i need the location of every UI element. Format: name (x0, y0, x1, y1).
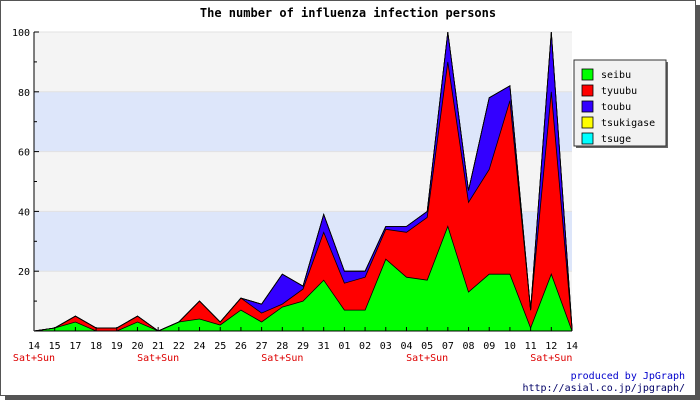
x-sublabel: Sat+Sun (137, 353, 179, 364)
x-tick-label: 21 (152, 341, 164, 352)
x-tick-label: 02 (359, 341, 371, 352)
x-tick-label: 07 (442, 341, 454, 352)
legend-swatch (581, 132, 594, 145)
area-seibu (34, 226, 572, 331)
x-tick-label: 01 (338, 341, 350, 352)
y-tick-label: 80 (18, 88, 30, 99)
x-tick-label: 14 (566, 341, 578, 352)
y-tick-label: 20 (18, 267, 30, 278)
x-tick-label: 11 (525, 341, 537, 352)
x-tick-label: 17 (69, 341, 81, 352)
x-tick-label: 03 (380, 341, 392, 352)
series-line-seibu (33, 225, 573, 332)
legend-label: seibu (601, 70, 631, 81)
x-tick-label: 22 (173, 341, 185, 352)
x-tick-label: 29 (297, 341, 309, 352)
x-tick-label: 27 (256, 341, 268, 352)
x-tick-label: 24 (194, 341, 206, 352)
legend-swatch (581, 84, 594, 97)
legend-label: toubu (601, 102, 631, 113)
credit-url[interactable]: http://asial.co.jp/jpgraph/ (522, 383, 685, 394)
x-tick-label: 08 (463, 341, 475, 352)
x-tick-label: 31 (318, 341, 330, 352)
y-tick-label: 100 (12, 28, 30, 39)
legend-swatch (581, 68, 594, 81)
x-tick-label: 05 (421, 341, 433, 352)
x-tick-label: 25 (214, 341, 226, 352)
legend-label: tyuubu (601, 86, 637, 97)
x-tick-label: 09 (483, 341, 495, 352)
x-sublabel: Sat+Sun (530, 353, 572, 364)
x-sublabel: Sat+Sun (13, 353, 55, 364)
legend-label: tsukigase (601, 118, 655, 129)
x-sublabel: Sat+Sun (261, 353, 303, 364)
x-tick-label: 10 (504, 341, 516, 352)
y-tick-label: 40 (18, 207, 30, 218)
chart-title: The number of influenza infection person… (200, 6, 496, 20)
x-tick-label: 12 (545, 341, 557, 352)
series-line-tsuge (33, 31, 573, 332)
x-tick-label: 14 (28, 341, 40, 352)
x-tick-label: 19 (111, 341, 123, 352)
credit-text: produced by JpGraph (570, 371, 685, 382)
x-sublabel: Sat+Sun (406, 353, 448, 364)
legend-label: tsuge (601, 134, 631, 145)
legend-swatch (581, 100, 594, 113)
x-tick-label: 26 (235, 341, 247, 352)
x-tick-label: 18 (90, 341, 102, 352)
y-tick-label: 60 (18, 148, 30, 159)
x-tick-label: 15 (49, 341, 61, 352)
chart: The number of influenza infection person… (12, 6, 668, 364)
x-tick-label: 28 (276, 341, 288, 352)
area-tyuubu (34, 61, 572, 332)
legend-swatch (581, 116, 594, 129)
x-tick-label: 20 (131, 341, 143, 352)
x-tick-label: 04 (400, 341, 412, 352)
